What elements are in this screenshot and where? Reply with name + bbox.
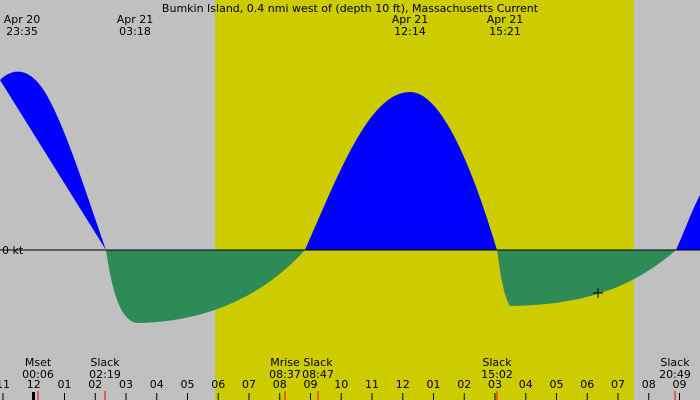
- event-label: Mrise: [270, 356, 300, 369]
- extreme-date: Apr 21: [392, 13, 429, 26]
- hour-label: 12: [396, 378, 410, 391]
- hour-label: 07: [611, 378, 625, 391]
- hour-label: 12: [27, 378, 41, 391]
- hour-label: 01: [58, 378, 72, 391]
- hour-label: 08: [642, 378, 656, 391]
- event-label: Slack: [90, 356, 120, 369]
- hour-label: 04: [150, 378, 164, 391]
- hour-label: 09: [673, 378, 687, 391]
- event-time: 08:47: [302, 368, 334, 381]
- hour-label: 03: [488, 378, 502, 391]
- hour-label: 09: [304, 378, 318, 391]
- event-label: Slack: [303, 356, 333, 369]
- cursor: [593, 288, 603, 298]
- hour-label: 03: [119, 378, 133, 391]
- hour-label: 05: [181, 378, 195, 391]
- hour-label: 11: [365, 378, 379, 391]
- extreme-date: Apr 21: [487, 13, 524, 26]
- hour-label: 06: [211, 378, 225, 391]
- hour-label: 05: [550, 378, 564, 391]
- hour-label: 06: [580, 378, 594, 391]
- extreme-time: 03:18: [119, 25, 151, 38]
- hour-label: 02: [457, 378, 471, 391]
- extreme-time: 23:35: [6, 25, 38, 38]
- event-label: Mset: [25, 356, 52, 369]
- event-time: 00:06: [22, 368, 54, 381]
- event-time: 08:37: [269, 368, 301, 381]
- extreme-time: 12:14: [394, 25, 426, 38]
- event-time: 15:02: [481, 368, 513, 381]
- hour-label: 10: [334, 378, 348, 391]
- extreme-date: Apr 20: [4, 13, 41, 26]
- hour-label: 07: [242, 378, 256, 391]
- hour-label: 02: [88, 378, 102, 391]
- hour-label: 01: [427, 378, 441, 391]
- hour-label: 08: [273, 378, 287, 391]
- extreme-time: 15:21: [489, 25, 521, 38]
- extreme-date: Apr 21: [117, 13, 154, 26]
- hour-label: 04: [519, 378, 533, 391]
- flood-area: [0, 71, 700, 250]
- event-label: Slack: [482, 356, 512, 369]
- ebb-area: [106, 250, 676, 323]
- hour-label: 11: [0, 378, 10, 391]
- event-time: 02:19: [89, 368, 121, 381]
- zero-label: 0 kt: [2, 244, 24, 257]
- chart-title: Bumkin Island, 0.4 nmi west of (depth 10…: [162, 2, 539, 15]
- event-time: 20:49: [659, 368, 691, 381]
- midnight-marker: [32, 392, 35, 400]
- event-label: Slack: [660, 356, 690, 369]
